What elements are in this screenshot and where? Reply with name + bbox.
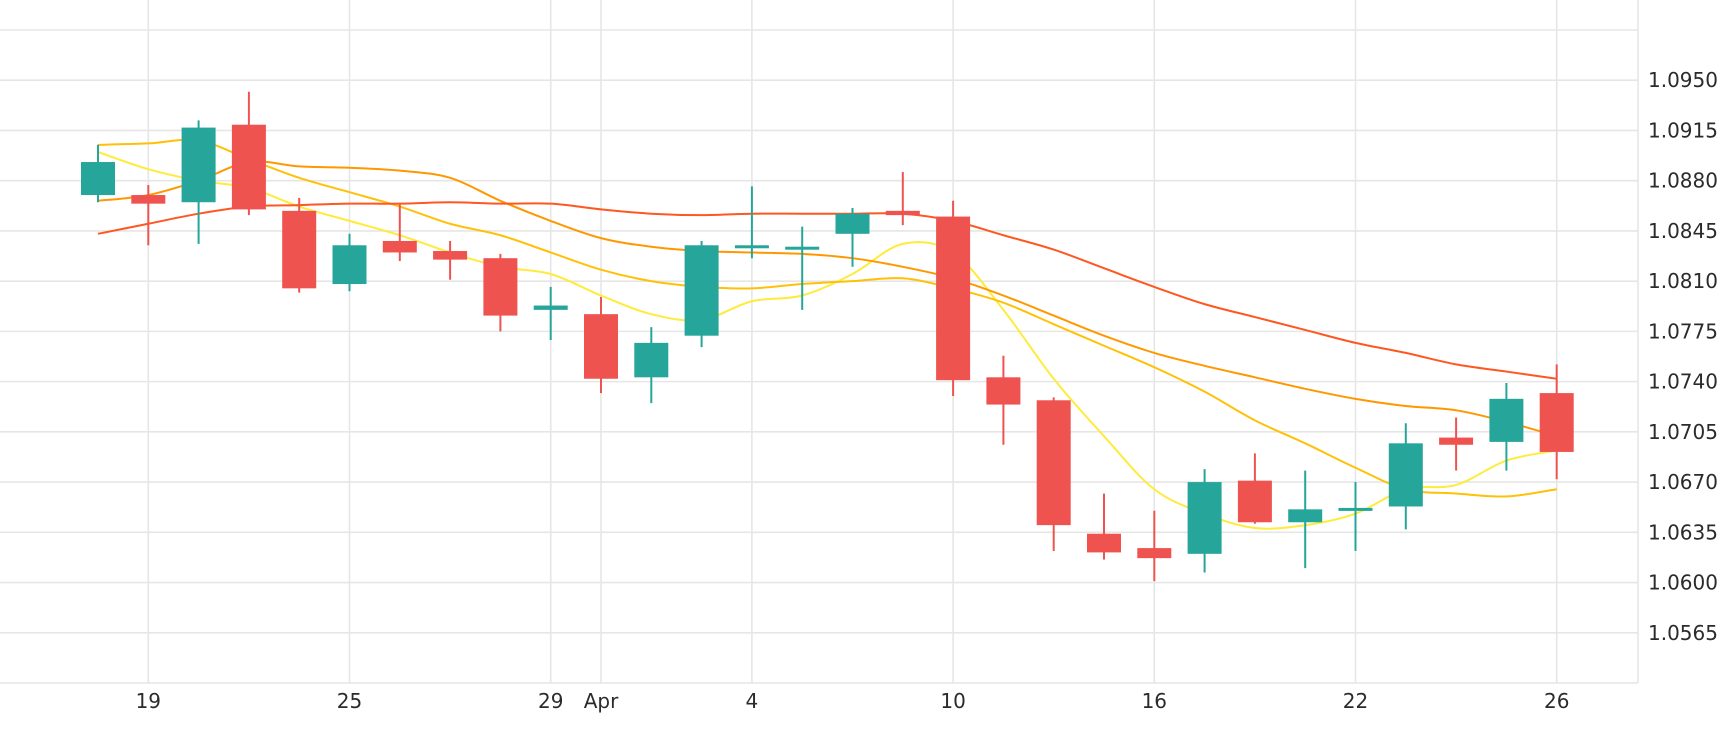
candle-down [1087,493,1121,560]
candle-body [1288,509,1323,523]
candle-body [181,127,216,203]
ma-line-1 [97,151,1557,530]
candle-body [282,210,317,289]
y-tick-label: 1.0705 [1648,420,1718,444]
ma-line-2 [97,138,1557,498]
moving-average-lines [97,138,1557,530]
candle-body [1388,443,1423,507]
ma-line-4 [97,201,1557,380]
candlesticks [81,91,1574,582]
y-tick-label: 1.0775 [1648,319,1718,343]
candle-body [332,245,367,285]
y-tick-label: 1.0880 [1648,169,1718,193]
ma-line-3 [97,160,1557,438]
x-tick-label: Apr [584,689,619,713]
candle-body [1439,437,1474,445]
x-tick-label: 16 [1142,689,1167,713]
candle-up [684,240,719,348]
candle-down [1439,417,1474,471]
candle-up [1338,482,1373,551]
y-axis-labels: 1.0950 1.0915 1.0880 1.0845 1.0810 1.0775 1.07… [1648,68,1718,645]
candle-up [734,186,769,259]
candle-body [131,195,166,204]
candle-body [1036,400,1071,526]
y-tick-label: 1.0635 [1648,520,1718,544]
x-tick-label: 22 [1343,689,1368,713]
candle-down [1137,510,1172,582]
candle-down [1036,397,1071,551]
x-tick-label: 4 [746,689,759,713]
candle-down [483,253,518,332]
y-tick-label: 1.0565 [1648,621,1718,645]
candle-up [634,327,669,404]
candle-body [231,124,266,210]
candle-body [81,162,115,196]
candle-down [282,197,317,293]
candle-body [835,213,870,234]
candle-up [181,120,216,244]
candle-down [986,355,1021,445]
candle-body [785,246,820,250]
candle-body [1338,507,1373,511]
candle-body [1489,398,1524,442]
candle-body [936,216,971,381]
candle-body [684,245,719,336]
x-axis-labels: 19 25 29 Apr 4 10 16 22 26 [136,689,1570,713]
candle-body [986,377,1021,405]
x-tick-label: 10 [940,689,965,713]
candle-body [1539,393,1574,452]
x-tick-label: 29 [538,689,563,713]
candle-down [1237,453,1272,524]
candle-body [734,245,769,249]
candle-down [231,91,266,216]
vertical-gridlines [147,0,1558,683]
candle-body [533,305,568,310]
y-tick-label: 1.0950 [1648,68,1718,92]
candle-body [1137,548,1172,559]
candle-up [1187,469,1222,573]
candle-up [332,233,367,292]
candle-body [1087,533,1121,553]
y-tick-label: 1.0845 [1648,219,1718,243]
candle-body [483,258,518,316]
y-tick-label: 1.0740 [1648,370,1718,394]
horizontal-gridlines [0,29,1638,684]
y-tick-label: 1.0600 [1648,571,1718,595]
candle-up [835,207,870,267]
candle-up [1388,423,1423,530]
candle-down [382,203,417,262]
candle-body [382,240,417,253]
y-tick-label: 1.0915 [1648,118,1718,142]
candle-up [533,286,568,340]
candle-body [634,342,669,378]
candle-body [584,314,618,379]
candle-down [433,240,468,280]
x-tick-label: 26 [1544,689,1569,713]
candle-up [1288,470,1323,569]
candle-down [1539,364,1574,480]
candle-down [584,296,618,394]
x-tick-label: 19 [136,689,161,713]
candle-up [1489,383,1524,471]
candle-up [81,144,115,203]
candle-down [131,184,166,246]
candle-down [936,200,971,396]
y-tick-label: 1.0810 [1648,269,1718,293]
candle-up [785,226,820,310]
candle-body [1187,482,1222,554]
x-tick-label: 25 [337,689,362,713]
candle-body [1237,480,1272,523]
y-tick-label: 1.0670 [1648,470,1718,494]
candle-body [433,251,468,260]
candle-body [885,210,920,216]
candle-down [885,172,920,226]
